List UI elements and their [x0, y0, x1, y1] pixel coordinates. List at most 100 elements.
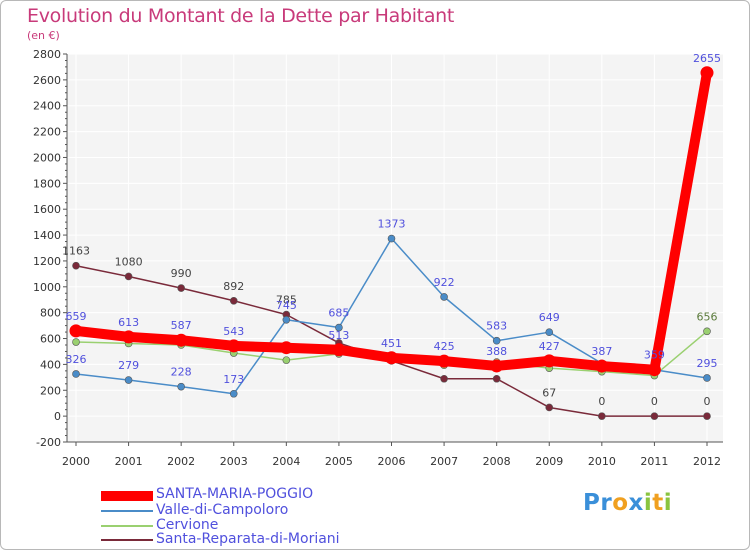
data-point [545, 403, 554, 412]
data-label: 990 [171, 267, 192, 280]
data-label: 388 [486, 345, 507, 358]
x-tick-label: 2001 [115, 455, 143, 468]
x-tick-label: 2005 [325, 455, 353, 468]
logo-letter: r [600, 490, 613, 516]
data-label: 427 [539, 340, 560, 353]
y-tick-label: 1200 [33, 255, 61, 268]
y-tick-label: 2400 [33, 100, 61, 113]
x-tick-label: 2002 [167, 455, 195, 468]
data-point [703, 412, 711, 420]
logo-letter: t [652, 490, 664, 516]
data-label: 425 [434, 340, 455, 353]
data-point [282, 315, 291, 324]
y-tick-label: 1000 [33, 281, 61, 294]
data-point [492, 336, 501, 345]
data-label: 295 [697, 357, 718, 370]
data-label: 0 [598, 395, 605, 408]
data-point [650, 412, 659, 420]
y-tick-label: 400 [40, 358, 61, 371]
y-tick-label: 2600 [33, 74, 61, 87]
legend-label: SANTA-MARIA-POGGIO [156, 486, 314, 502]
data-point [72, 261, 80, 270]
legend-swatch [101, 510, 153, 512]
data-label: 587 [171, 319, 192, 332]
y-tick-label: 1800 [33, 177, 61, 190]
data-label: 922 [434, 276, 455, 289]
legend-label: Cervione [156, 517, 219, 533]
logo-letter: x [628, 490, 644, 516]
x-tick-label: 2012 [693, 455, 721, 468]
data-point [595, 359, 609, 373]
data-point [229, 389, 238, 398]
data-point [177, 284, 185, 292]
logo-letter: P [583, 490, 601, 516]
data-label: 583 [486, 320, 507, 333]
legend-swatch [101, 525, 153, 527]
data-point [72, 370, 80, 378]
data-point [545, 328, 554, 336]
y-tick-label: 200 [40, 384, 61, 397]
x-tick-label: 2000 [62, 455, 90, 468]
data-point [703, 374, 711, 382]
data-label: 745 [276, 299, 297, 312]
data-label: 173 [223, 373, 244, 386]
data-point [492, 374, 501, 383]
legend-label: Santa-Reparata-di-Moriani [156, 531, 340, 547]
data-point [229, 296, 238, 305]
legend-swatch [101, 539, 153, 541]
y-tick-label: 800 [40, 307, 61, 320]
data-point [227, 339, 241, 353]
x-tick-label: 2004 [272, 455, 300, 468]
data-label: 451 [381, 337, 402, 350]
y-tick-label: 600 [40, 333, 61, 346]
data-label: 1163 [62, 245, 90, 258]
data-point [282, 356, 291, 364]
data-point [437, 354, 451, 368]
data-label: 326 [66, 353, 87, 366]
data-point [385, 351, 398, 365]
x-tick-label: 2011 [640, 455, 668, 468]
x-tick-label: 2008 [483, 455, 511, 468]
data-label: 513 [328, 329, 349, 342]
data-point [174, 333, 188, 347]
x-tick-label: 2009 [535, 455, 563, 468]
data-label: 659 [66, 310, 87, 323]
data-label: 0 [704, 395, 711, 408]
x-tick-label: 2003 [220, 455, 248, 468]
proxiti-logo: Proxiti [583, 490, 672, 516]
data-point [542, 354, 556, 368]
data-point [122, 330, 136, 344]
data-label: 0 [651, 395, 658, 408]
data-label: 1080 [115, 255, 143, 268]
data-point [69, 324, 83, 338]
data-point [279, 341, 293, 355]
logo-letter: o [612, 490, 629, 516]
data-label: 359 [644, 349, 665, 362]
x-tick-label: 2010 [588, 455, 616, 468]
y-tick-label: 2000 [33, 151, 61, 164]
data-point [387, 234, 396, 243]
data-label: 685 [328, 307, 349, 320]
data-label: 892 [223, 280, 244, 293]
data-point [700, 66, 714, 80]
data-label: 2655 [693, 52, 721, 65]
data-point [703, 327, 711, 336]
chart-title: Evolution du Montant de la Dette par Hab… [27, 5, 455, 27]
y-tick-label: 2200 [33, 126, 61, 139]
x-tick-label: 2007 [430, 455, 458, 468]
data-point [335, 323, 343, 332]
data-point [72, 338, 80, 346]
data-label: 613 [118, 316, 139, 329]
data-point [440, 293, 448, 301]
data-point [124, 376, 133, 384]
data-point [598, 412, 606, 420]
data-point [490, 359, 504, 373]
y-tick-label: 0 [54, 410, 61, 423]
plot-area [67, 54, 723, 442]
data-label: 228 [171, 366, 192, 379]
data-label: 656 [697, 310, 718, 323]
data-label: 387 [591, 345, 612, 358]
data-label: 279 [118, 359, 139, 372]
